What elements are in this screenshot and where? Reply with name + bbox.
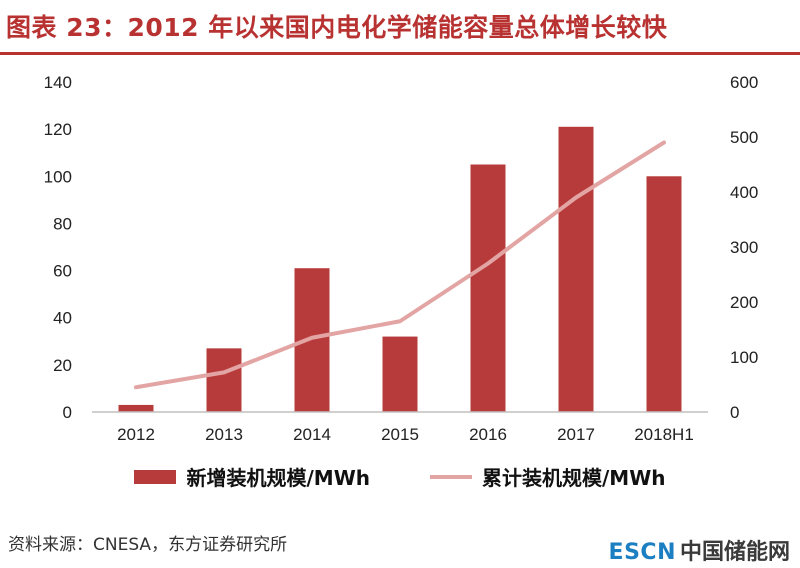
legend-line-label: 累计装机规模/MWh — [482, 466, 666, 490]
bar — [118, 404, 154, 412]
y-right-tick-label: 600 — [730, 73, 758, 92]
y-left-tick-label: 0 — [63, 403, 72, 422]
x-tick-label: 2016 — [469, 425, 507, 444]
x-tick-label: 2017 — [557, 425, 595, 444]
watermark: ESCN 中国储能网 — [609, 534, 790, 566]
x-tick-label: 2015 — [381, 425, 419, 444]
source-note: 资料来源：CNESA，东方证券研究所 — [8, 535, 288, 555]
bar — [646, 176, 682, 412]
bar — [558, 126, 594, 413]
y-right-tick-label: 300 — [730, 238, 758, 257]
x-tick-label: 2013 — [205, 425, 243, 444]
chart-area: 0 20 40 60 80 100 120 140 0 100 200 300 400 500 600 201… — [44, 73, 759, 444]
legend-bar-label: 新增装机规模/MWh — [186, 466, 370, 490]
bar — [470, 164, 506, 412]
legend: 新增装机规模/MWh 累计装机规模/MWh — [0, 462, 800, 491]
legend-item-line: 累计装机规模/MWh — [430, 462, 666, 491]
y-left-tick-label: 140 — [44, 73, 72, 92]
bar — [382, 336, 418, 412]
y-right-tick-label: 100 — [730, 348, 758, 367]
x-tick-label: 2012 — [117, 425, 155, 444]
x-tick-label: 2018H1 — [634, 425, 694, 444]
title-rule — [0, 52, 800, 55]
y-left-tick-label: 40 — [53, 309, 72, 328]
y-right-tick-label: 200 — [730, 293, 758, 312]
legend-line-swatch — [430, 474, 472, 479]
watermark-brand: ESCN — [608, 540, 676, 565]
legend-bar-swatch — [134, 469, 177, 484]
y-right-tick-label: 500 — [730, 128, 758, 147]
legend-item-bar: 新增装机规模/MWh — [134, 462, 370, 491]
y-left-tick-label: 120 — [44, 120, 72, 139]
bar — [294, 268, 330, 412]
bar — [206, 348, 242, 412]
watermark-site: 中国储能网 — [679, 540, 790, 565]
y-left-tick-label: 100 — [44, 167, 72, 186]
y-right-tick-label: 0 — [730, 403, 739, 422]
y-right-tick-label: 400 — [730, 183, 758, 202]
y-left-tick-label: 20 — [53, 356, 72, 375]
x-tick-label: 2014 — [293, 425, 331, 444]
chart-title: 图表 23：2012 年以来国内电化学储能容量总体增长较快 — [6, 13, 668, 42]
y-left-tick-label: 80 — [53, 214, 72, 233]
y-left-tick-label: 60 — [53, 262, 72, 281]
